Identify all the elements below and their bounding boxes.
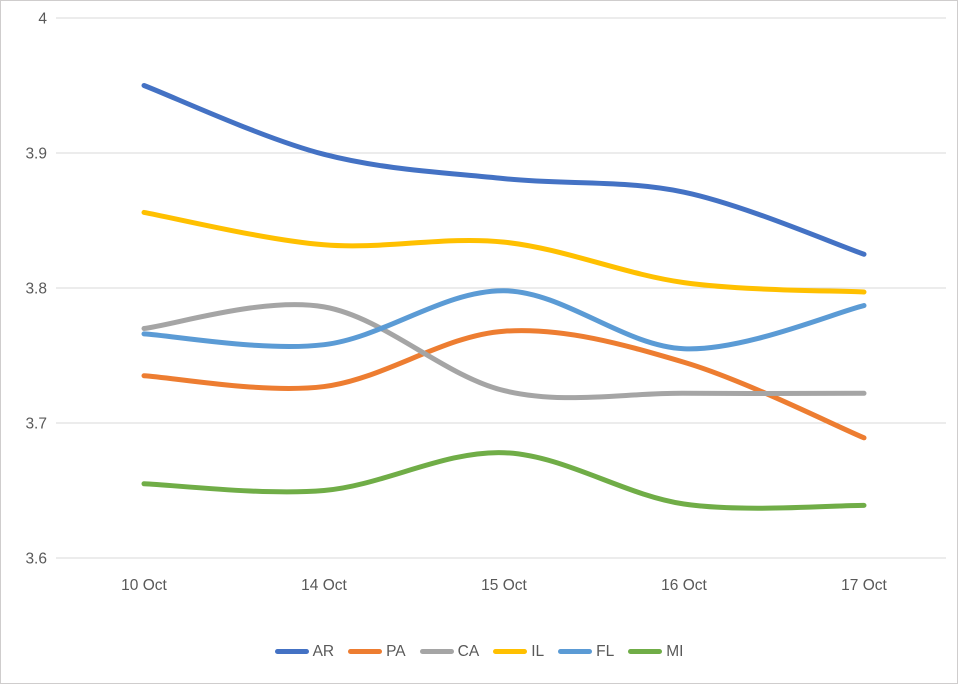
series-line-ar[interactable]	[141, 83, 867, 257]
series-line-ca[interactable]	[141, 302, 867, 401]
x-axis-tick-label: 14 Oct	[301, 577, 347, 594]
legend-item-il[interactable]: IL	[493, 642, 544, 661]
series-line-mi[interactable]	[141, 450, 867, 511]
x-axis-tick-label: 17 Oct	[841, 577, 887, 594]
legend-line-swatch	[493, 649, 528, 654]
legend-line-swatch	[419, 649, 454, 654]
y-axis-tick-label: 4	[38, 11, 47, 28]
x-axis-tick-label: 10 Oct	[121, 577, 167, 594]
legend-label: MI	[666, 643, 684, 660]
legend-line-swatch	[558, 649, 593, 654]
legend-label: PA	[386, 643, 406, 660]
legend-item-pa[interactable]: PA	[348, 642, 406, 661]
y-axis-tick-label: 3.6	[25, 551, 47, 568]
legend-line-swatch	[274, 649, 309, 654]
y-axis-tick-label: 3.8	[25, 281, 47, 298]
legend-item-fl[interactable]: FL	[558, 642, 614, 661]
legend-label: IL	[531, 643, 545, 660]
legend-item-ca[interactable]: CA	[419, 642, 480, 661]
legend-item-ar[interactable]: AR	[274, 642, 335, 661]
chart-legend: AR PA CA IL FL MI	[1, 642, 957, 661]
series-line-pa[interactable]	[141, 328, 867, 441]
legend-line-swatch	[348, 649, 383, 654]
legend-label: AR	[312, 643, 335, 660]
legend-label: CA	[457, 643, 480, 660]
legend-label: FL	[596, 643, 615, 660]
series-line-fl[interactable]	[141, 288, 867, 352]
plot-area: 4 3.9 3.8 3.7 3.6 10 Oct 14 Oct 15 Oct 16 Oct 17 …	[25, 11, 946, 594]
x-axis-tick-label: 16 Oct	[661, 577, 707, 594]
series-line-il[interactable]	[141, 209, 867, 295]
legend-line-swatch	[628, 649, 663, 654]
x-axis-tick-label: 15 Oct	[481, 577, 527, 594]
y-axis-tick-label: 3.9	[25, 146, 47, 163]
y-axis-tick-label: 3.7	[25, 416, 47, 433]
legend-item-mi[interactable]: MI	[628, 642, 683, 661]
